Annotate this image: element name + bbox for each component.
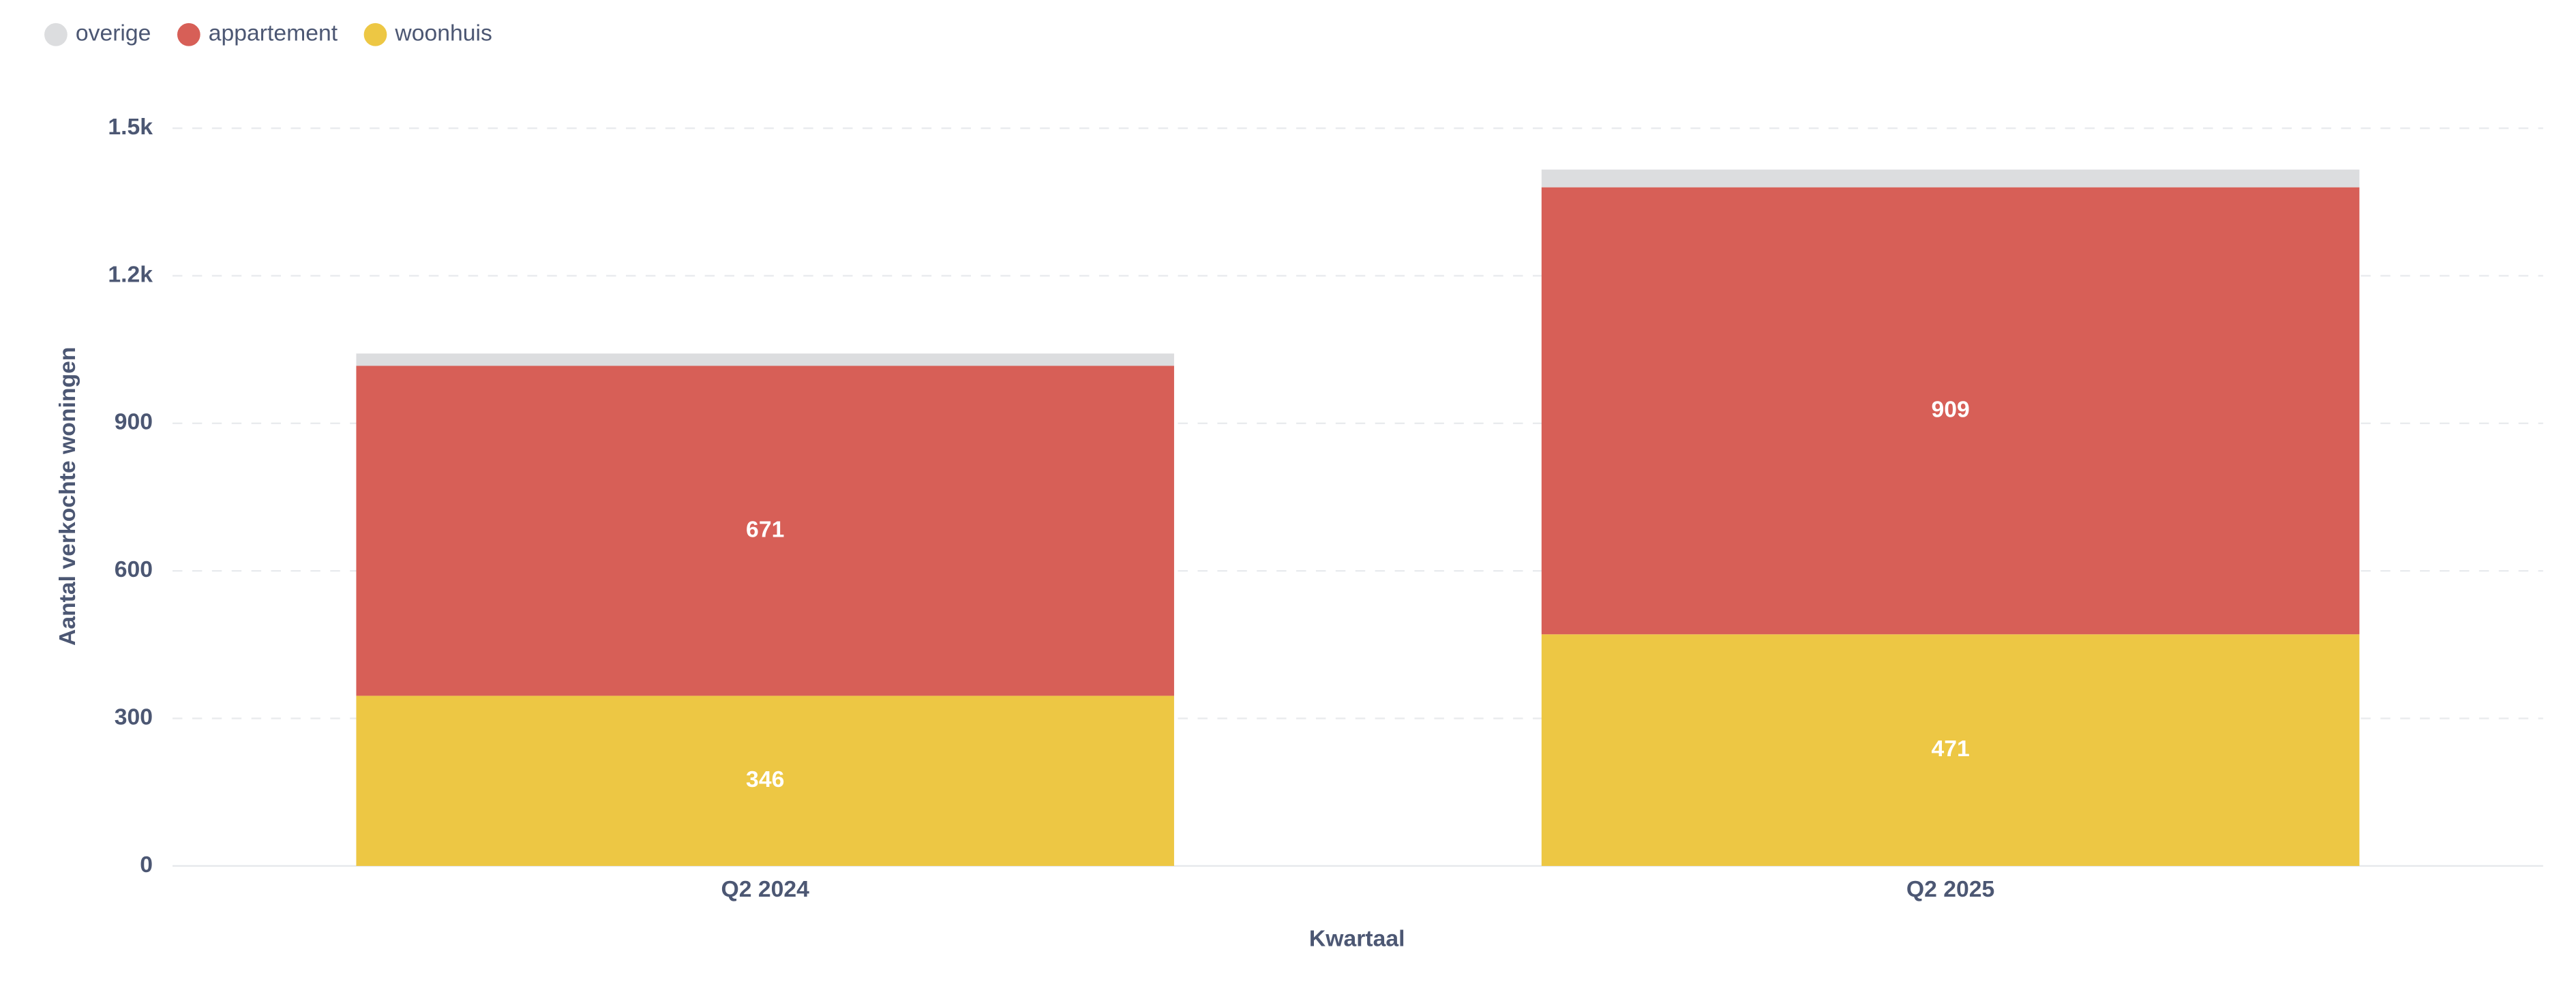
y-tick-label: 600	[115, 556, 153, 582]
value-label: 671	[746, 516, 784, 542]
legend-label[interactable]: overige	[76, 20, 151, 46]
legend-swatch[interactable]	[44, 23, 68, 46]
bar-segment	[1541, 634, 2360, 866]
bar-segment	[356, 696, 1174, 866]
y-axis-label: Aantal verkochte woningen	[55, 347, 80, 646]
bar-segment	[356, 353, 1174, 366]
legend-swatch[interactable]	[177, 23, 200, 46]
x-tick-label: Q2 2025	[1906, 876, 1994, 902]
legend-swatch[interactable]	[363, 23, 387, 46]
value-label: 909	[1931, 396, 1969, 422]
bar-segment	[1541, 169, 2360, 188]
y-tick-label: 1.2k	[108, 261, 153, 287]
legend-label[interactable]: woonhuis	[394, 20, 492, 46]
y-tick-label: 0	[140, 852, 153, 878]
bar-segment	[1541, 187, 2360, 635]
y-tick-label: 900	[115, 409, 153, 435]
x-tick-label: Q2 2024	[721, 876, 810, 902]
x-axis-label: Kwartaal	[1309, 925, 1405, 951]
value-label: 346	[746, 766, 784, 792]
y-tick-label: 1.5k	[108, 114, 153, 140]
value-label: 471	[1931, 736, 1969, 762]
bar-segment	[356, 365, 1174, 696]
legend-label[interactable]: appartement	[209, 20, 338, 46]
y-tick-label: 300	[115, 704, 153, 730]
